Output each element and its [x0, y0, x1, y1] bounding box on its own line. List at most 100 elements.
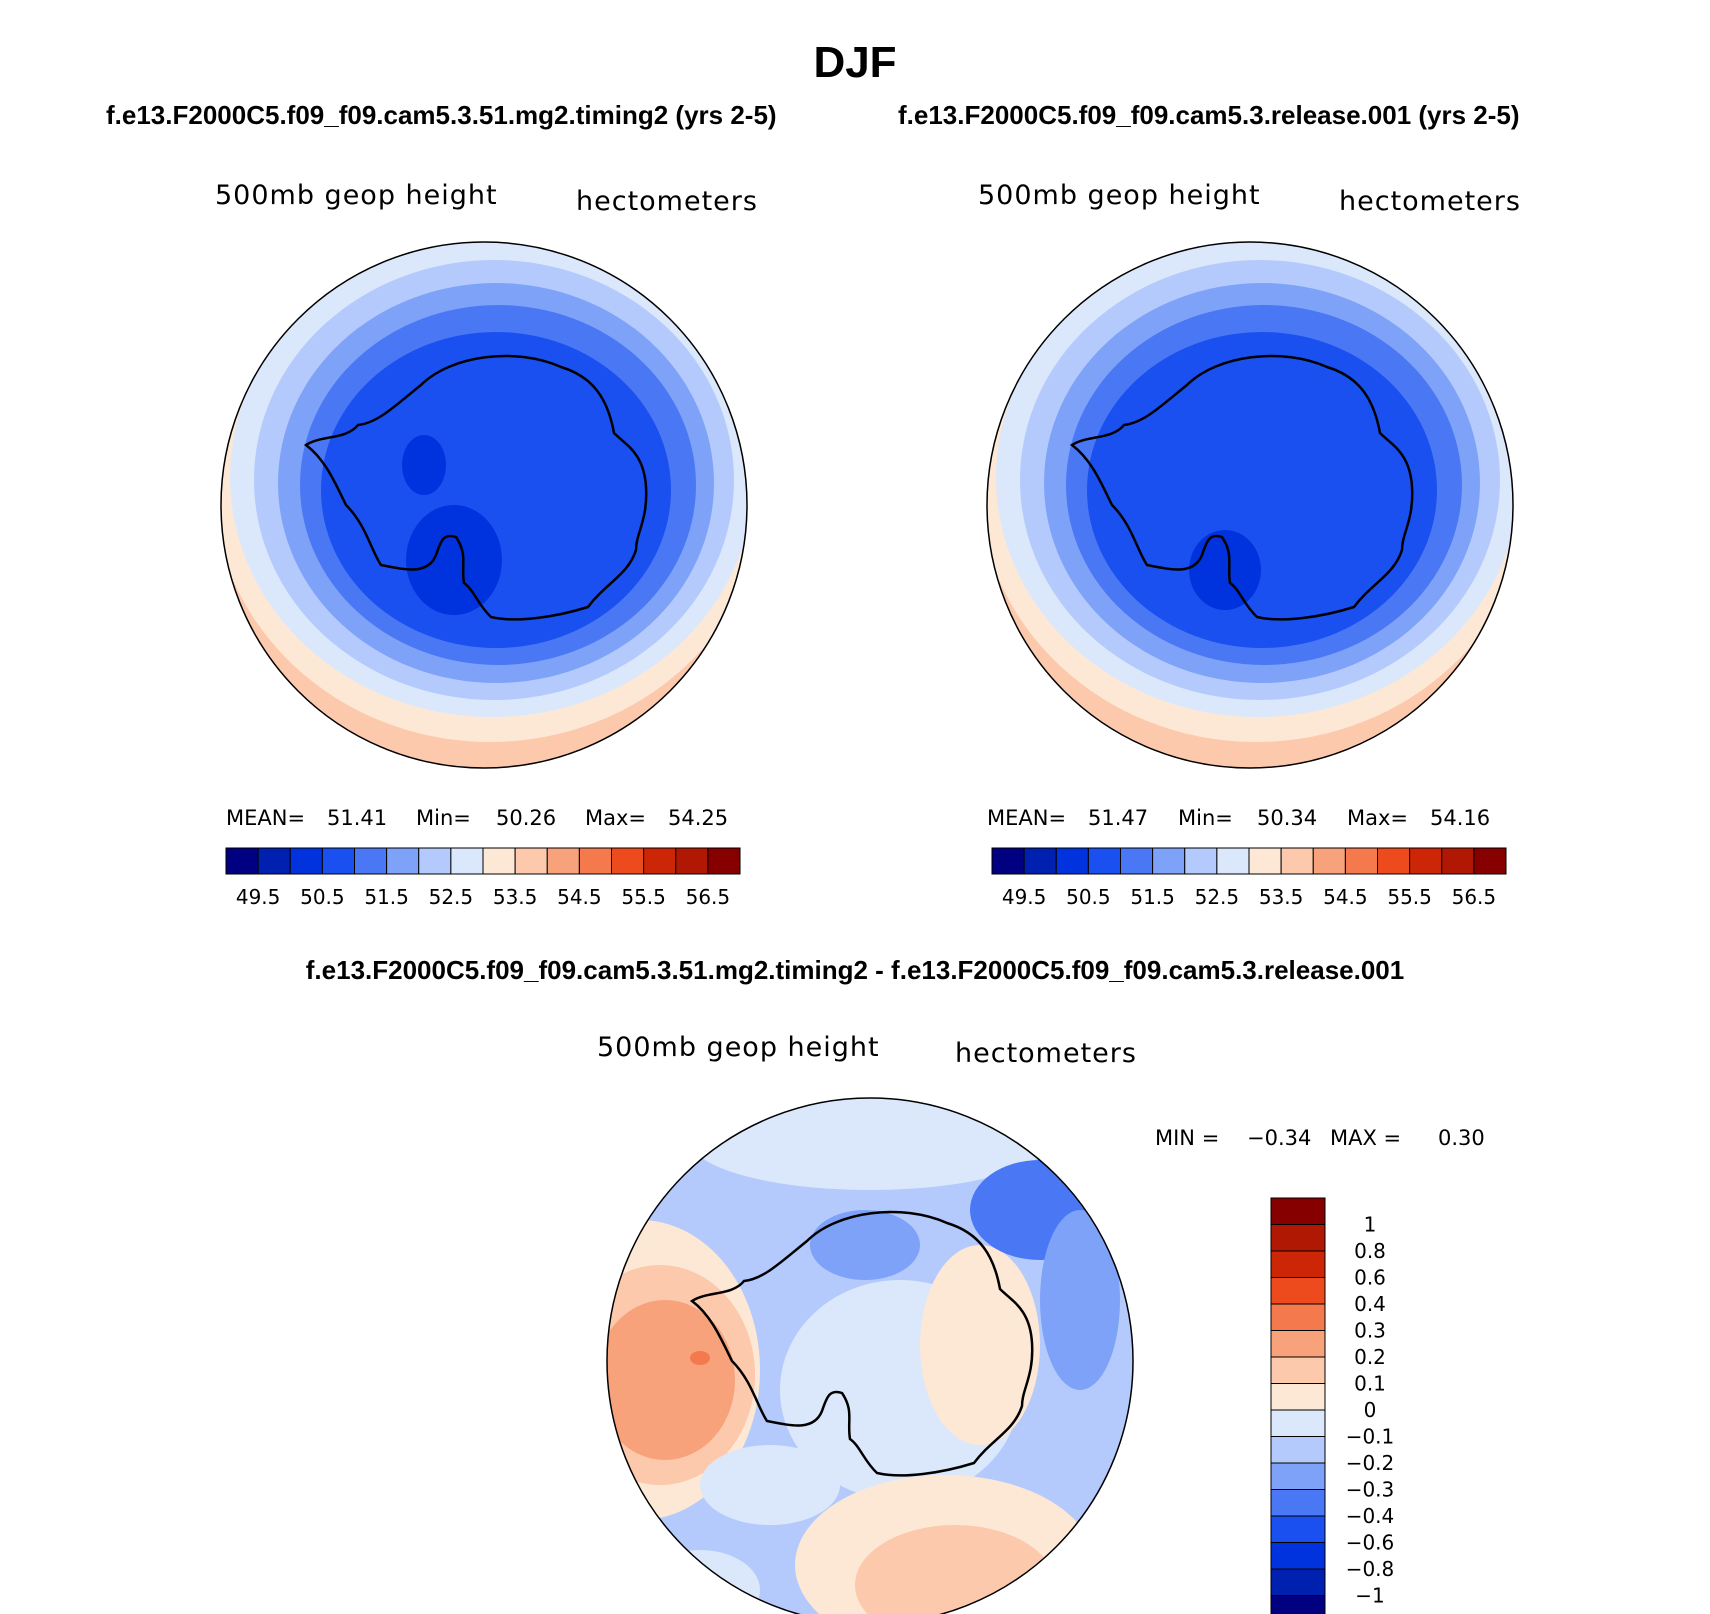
colorbar-1-tick-label: 53.5: [493, 885, 538, 909]
map-3-border: [606, 1097, 1134, 1614]
colorbar-3-swatch: [1270, 1542, 1326, 1570]
colorbar-3-swatch: [1270, 1330, 1326, 1358]
colorbar-2-swatch: [1344, 847, 1378, 875]
diff-min-label: MIN =: [1155, 1126, 1220, 1150]
colorbar-1-tick-label: 55.5: [621, 885, 666, 909]
colorbar-3-tick-label: 0.6: [1354, 1266, 1386, 1290]
panel2-max-value: 54.16: [1430, 806, 1491, 830]
panel2-min-value: 50.34: [1257, 806, 1318, 830]
panel1-max-label: Max=: [585, 806, 647, 830]
colorbar-3-tick-label: −0.8: [1346, 1557, 1395, 1581]
colorbar-3-swatch: [1270, 1383, 1326, 1411]
colorbar-3-swatch: [1270, 1595, 1326, 1614]
colorbar-2-swatch: [1184, 847, 1218, 875]
map-1-low-core: [402, 435, 446, 495]
colorbar-3-swatch: [1270, 1568, 1326, 1596]
colorbar-3-tick-label: 0.4: [1354, 1292, 1386, 1316]
colorbar-2-swatch: [1216, 847, 1250, 875]
map-3-contour-blob: [920, 1245, 1040, 1445]
diff-case-title: f.e13.F2000C5.f09_f09.cam5.3.51.mg2.timi…: [305, 955, 1405, 985]
colorbar-3-tick-label: 1: [1364, 1213, 1377, 1237]
panel2-mean-value: 51.47: [1088, 806, 1149, 830]
panel2-max-label: Max=: [1347, 806, 1409, 830]
colorbar-3-swatch: [1270, 1409, 1326, 1437]
colorbar-3-tick-label: 0.3: [1354, 1319, 1386, 1343]
map-2-border: [986, 241, 1514, 769]
panel2-min-label: Min=: [1178, 806, 1233, 830]
colorbar-3-swatch: [1270, 1462, 1326, 1490]
map-1-contour-band: [321, 332, 671, 648]
diff-left-label: 500mb geop height: [597, 1032, 880, 1063]
panel1-max-value: 54.25: [668, 806, 729, 830]
map-1-field: [221, 242, 747, 768]
map-1-border: [220, 241, 748, 769]
colorbar-3-tick-label: 0.1: [1354, 1372, 1386, 1396]
colorbar-1-swatch: [578, 847, 612, 875]
panel1-mean-value: 51.41: [327, 806, 388, 830]
colorbar-1-swatch: [418, 847, 452, 875]
colorbar-2-swatch: [1473, 847, 1507, 875]
colorbar-1-swatch: [321, 847, 355, 875]
colorbar-2-tick-label: 55.5: [1387, 885, 1432, 909]
colorbar-3-swatch: [1270, 1250, 1326, 1278]
map-3-contour-blob: [690, 1351, 710, 1365]
map-2-field: [987, 242, 1513, 768]
colorbar-1-swatch: [707, 847, 741, 875]
map-2-contour-band: [1087, 332, 1437, 648]
colorbar-2-tick-label: 51.5: [1130, 885, 1175, 909]
colorbar-3-tick-label: 0: [1364, 1398, 1377, 1422]
colorbar-2-swatch: [1248, 847, 1282, 875]
colorbar-2-swatch: [1087, 847, 1121, 875]
colorbar-1-swatch: [354, 847, 388, 875]
colorbar-3-tick-label: −0.4: [1346, 1504, 1395, 1528]
panel2-case-title: f.e13.F2000C5.f09_f09.cam5.3.release.001…: [898, 100, 1520, 130]
colorbar-3-swatch: [1270, 1515, 1326, 1543]
colorbar-3-swatch: [1270, 1303, 1326, 1331]
colorbar-2-tick-label: 54.5: [1323, 885, 1368, 909]
colorbar-1-tick-label: 50.5: [300, 885, 345, 909]
diff-min-value: −0.34: [1247, 1126, 1312, 1150]
colorbar-1-swatch: [225, 847, 259, 875]
map-3-contour-blob: [1040, 1210, 1120, 1390]
panel1-left-label: 500mb geop height: [215, 180, 498, 211]
colorbar-1-swatch: [643, 847, 677, 875]
diff-max-label: MAX =: [1330, 1126, 1402, 1150]
panel1-right-label: hectometers: [576, 186, 758, 217]
panel1-min-value: 50.26: [496, 806, 557, 830]
colorbar-3-tick-label: −0.6: [1346, 1531, 1395, 1555]
map-3-contour-blob: [855, 1525, 1055, 1614]
map-3-contour-blob: [690, 1098, 1050, 1190]
colorbar-2-swatch: [1312, 847, 1346, 875]
map-3-contour-blob: [700, 1445, 840, 1525]
colorbar-3-tick-label: −0.3: [1346, 1478, 1395, 1502]
colorbar-3-swatch: [1270, 1436, 1326, 1464]
colorbar-2-tick-label: 50.5: [1066, 885, 1111, 909]
panel2-mean-label: MEAN=: [987, 806, 1067, 830]
colorbar-2-swatch: [1120, 847, 1154, 875]
colorbar-1-swatch: [546, 847, 580, 875]
colorbar-2-swatch: [991, 847, 1025, 875]
panel1-case-title: f.e13.F2000C5.f09_f09.cam5.3.51.mg2.timi…: [106, 100, 777, 130]
colorbar-2-swatch: [1441, 847, 1475, 875]
colorbar-1-tick-label: 56.5: [686, 885, 731, 909]
colorbar-2-tick-label: 52.5: [1195, 885, 1240, 909]
colorbar-1-tick-label: 51.5: [364, 885, 409, 909]
panel2-left-label: 500mb geop height: [978, 180, 1261, 211]
colorbar-3-swatch: [1270, 1224, 1326, 1252]
colorbar-3-tick-label: −0.2: [1346, 1451, 1395, 1475]
map-3-field: [607, 1098, 1133, 1614]
colorbar-1-tick-label: 49.5: [236, 885, 281, 909]
colorbar-3-swatch: [1270, 1489, 1326, 1517]
colorbar-2-swatch: [1409, 847, 1443, 875]
colorbar-3-tick-label: −0.1: [1346, 1425, 1395, 1449]
colorbar-1-swatch: [450, 847, 484, 875]
colorbar-3-swatch: [1270, 1197, 1326, 1225]
panel1-mean-label: MEAN=: [226, 806, 306, 830]
panel1-min-label: Min=: [416, 806, 471, 830]
diff-right-label: hectometers: [955, 1038, 1137, 1069]
colorbar-2-swatch: [1377, 847, 1411, 875]
colorbar-2-tick-label: 56.5: [1452, 885, 1497, 909]
colorbar-3-tick-label: −1: [1355, 1584, 1384, 1608]
colorbar-2-tick-label: 49.5: [1002, 885, 1047, 909]
